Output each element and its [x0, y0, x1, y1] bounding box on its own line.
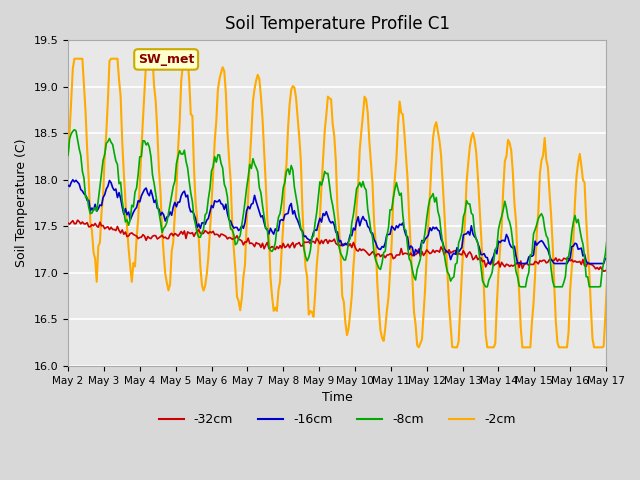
Y-axis label: Soil Temperature (C): Soil Temperature (C) [15, 139, 28, 267]
Text: SW_met: SW_met [138, 53, 195, 66]
Legend: -32cm, -16cm, -8cm, -2cm: -32cm, -16cm, -8cm, -2cm [154, 408, 520, 432]
X-axis label: Time: Time [322, 391, 353, 404]
Title: Soil Temperature Profile C1: Soil Temperature Profile C1 [225, 15, 449, 33]
